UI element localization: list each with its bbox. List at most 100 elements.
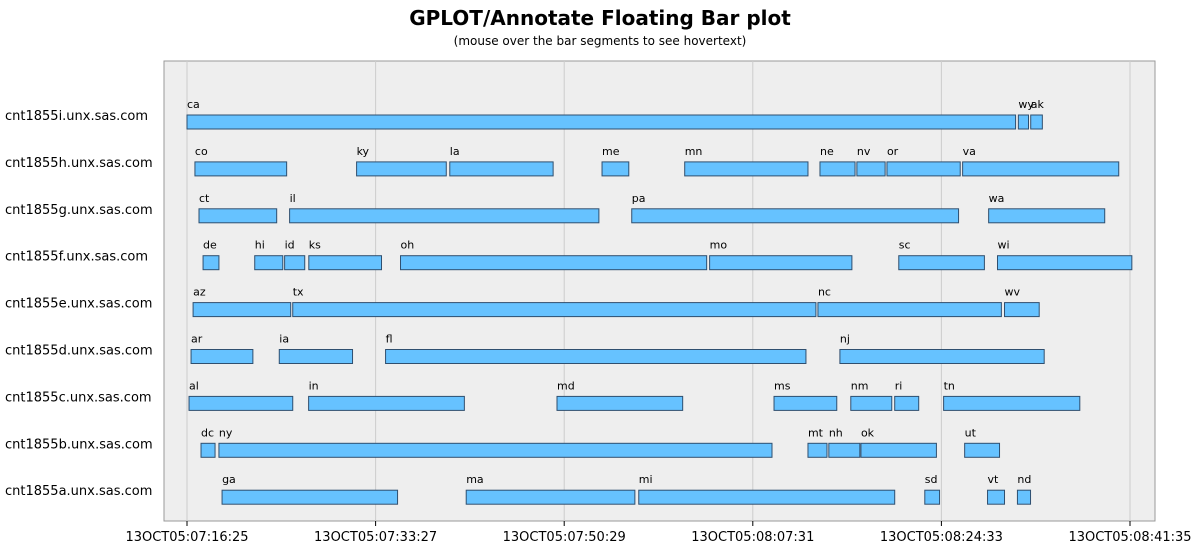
bar-segment-md[interactable]: md — [556, 395, 684, 411]
segment-label: vt — [988, 473, 1000, 486]
segment-label: sd — [925, 473, 938, 486]
bar-segment-me[interactable]: me — [601, 161, 630, 177]
bar-segment-ny[interactable]: ny — [218, 442, 773, 458]
segment-label: ri — [895, 379, 903, 392]
segment-label: nh — [829, 426, 843, 439]
bar-segment-nm[interactable]: nm — [850, 395, 893, 411]
bar-segment-hi[interactable]: hi — [254, 255, 284, 271]
bar-segment-nv[interactable]: nv — [856, 161, 886, 177]
y-axis-labels: cnt1855i.unx.sas.com cnt1855h.unx.sas.com… — [5, 109, 153, 499]
x-tick-label: 13OCT05:08:24:33 — [880, 530, 1003, 545]
segment-label: mi — [639, 473, 653, 486]
bar-segment-co[interactable]: co — [194, 161, 288, 177]
bar-segment-mi[interactable]: mi — [638, 489, 896, 505]
x-tick-label: 13OCT05:07:33:27 — [314, 530, 437, 545]
segment-label: hi — [255, 239, 265, 252]
segment-label: mo — [710, 239, 728, 252]
x-tick-label: 13OCT05:08:41:35 — [1068, 530, 1191, 545]
bar-segment-tn[interactable]: tn — [943, 395, 1081, 411]
bar-segment-sc[interactable]: sc — [898, 255, 985, 271]
segment-label: tx — [293, 286, 304, 299]
bar-segment-nc[interactable]: nc — [817, 302, 1002, 318]
y-category-label: cnt1855i.unx.sas.com — [5, 109, 148, 124]
segment-label: wv — [1005, 286, 1021, 299]
x-tick-label: 13OCT05:08:07:31 — [691, 530, 814, 545]
bar-segment-or[interactable]: or — [886, 161, 961, 177]
bar-segment-ga[interactable]: ga — [221, 489, 399, 505]
bar-segment-nh[interactable]: nh — [828, 442, 861, 458]
y-category-label: cnt1855f.unx.sas.com — [5, 250, 148, 265]
segment-label: fl — [386, 333, 393, 346]
bar-segment-mo[interactable]: mo — [709, 255, 853, 271]
chart-title: GPLOT/Annotate Floating Bar plot — [409, 6, 791, 30]
segment-label: ks — [309, 239, 321, 252]
segment-label: il — [290, 192, 296, 205]
segment-label: ut — [965, 426, 977, 439]
bar-segment-ne[interactable]: ne — [819, 161, 856, 177]
bar-segment-wa[interactable]: wa — [988, 208, 1106, 224]
segment-label: mn — [685, 145, 703, 158]
x-tick-label: 13OCT05:07:50:29 — [503, 530, 626, 545]
segment-label: nc — [818, 286, 831, 299]
bar-segment-in[interactable]: in — [308, 395, 465, 411]
bar-segment-mt[interactable]: mt — [807, 442, 828, 458]
segment-label: az — [193, 286, 206, 299]
bar-segment-nj[interactable]: nj — [839, 349, 1045, 364]
bar-segment-ok[interactable]: ok — [860, 442, 937, 458]
bar-segment-ks[interactable]: ks — [308, 255, 383, 271]
y-category-label: cnt1855g.unx.sas.com — [5, 203, 153, 218]
y-category-label: cnt1855h.unx.sas.com — [5, 156, 153, 171]
bar-segment-nd[interactable]: nd — [1016, 489, 1032, 505]
bar-segment-vt[interactable]: vt — [987, 489, 1006, 505]
bar-segment-id[interactable]: id — [284, 255, 306, 271]
bar-segment-de[interactable]: de — [202, 255, 220, 271]
segment-label: va — [963, 145, 976, 158]
segment-label: sc — [899, 239, 911, 252]
bar-segment-mn[interactable]: mn — [684, 161, 809, 177]
segment-label: ma — [466, 473, 483, 486]
bar-segment-il[interactable]: il — [289, 208, 600, 224]
bar-segment-ar[interactable]: ar — [190, 349, 254, 364]
bar-segment-sd[interactable]: sd — [924, 489, 941, 505]
bar-segment-wv[interactable]: wv — [1004, 302, 1040, 318]
segment-label: nj — [840, 333, 850, 346]
segment-label: ms — [774, 379, 791, 392]
bar-segment-ri[interactable]: ri — [894, 395, 920, 411]
segment-label: or — [887, 145, 899, 158]
bar-segment-ct[interactable]: ct — [198, 208, 278, 224]
segment-label: nd — [1017, 473, 1031, 486]
bar-segment-wi[interactable]: wi — [997, 255, 1133, 271]
bar-segment-la[interactable]: la — [449, 161, 554, 177]
bar-segment-ms[interactable]: ms — [773, 395, 838, 411]
bar-segment-ma[interactable]: ma — [465, 489, 636, 505]
bar-segment-ky[interactable]: ky — [356, 161, 447, 177]
bar-segment-pa[interactable]: pa — [631, 208, 960, 224]
bar-segment-tx[interactable]: tx — [292, 302, 817, 318]
segment-label: wi — [998, 239, 1010, 252]
segment-label: id — [285, 239, 295, 252]
bar-segment-va[interactable]: va — [962, 161, 1120, 177]
segment-label: ky — [357, 145, 370, 158]
y-category-label: cnt1855b.unx.sas.com — [5, 437, 153, 452]
bar-segment-ut[interactable]: ut — [964, 442, 1001, 458]
segment-label: ga — [222, 473, 236, 486]
segment-label: ct — [199, 192, 210, 205]
chart-subtitle: (mouse over the bar segments to see hove… — [453, 34, 747, 48]
bar-segment-ca[interactable]: ca — [186, 114, 1017, 130]
bar-segments: cawyakcokylamemnnenvorvactilpawadehiidks… — [186, 114, 1133, 505]
bar-segment-wy[interactable]: wy — [1017, 114, 1030, 130]
segment-label: de — [203, 239, 217, 252]
bar-segment-al[interactable]: al — [188, 395, 294, 411]
segment-label: co — [195, 145, 208, 158]
bar-segment-fl[interactable]: fl — [385, 349, 807, 364]
bar-segment-ak[interactable]: ak — [1030, 114, 1043, 130]
bar-segment-az[interactable]: az — [192, 302, 292, 318]
bar-segment-dc[interactable]: dc — [200, 442, 216, 458]
segment-label: in — [309, 379, 319, 392]
bar-segment-oh[interactable]: oh — [400, 255, 708, 271]
bar-segment-ia[interactable]: ia — [278, 349, 354, 364]
segment-label: me — [602, 145, 620, 158]
segment-label: wy — [1018, 98, 1034, 111]
